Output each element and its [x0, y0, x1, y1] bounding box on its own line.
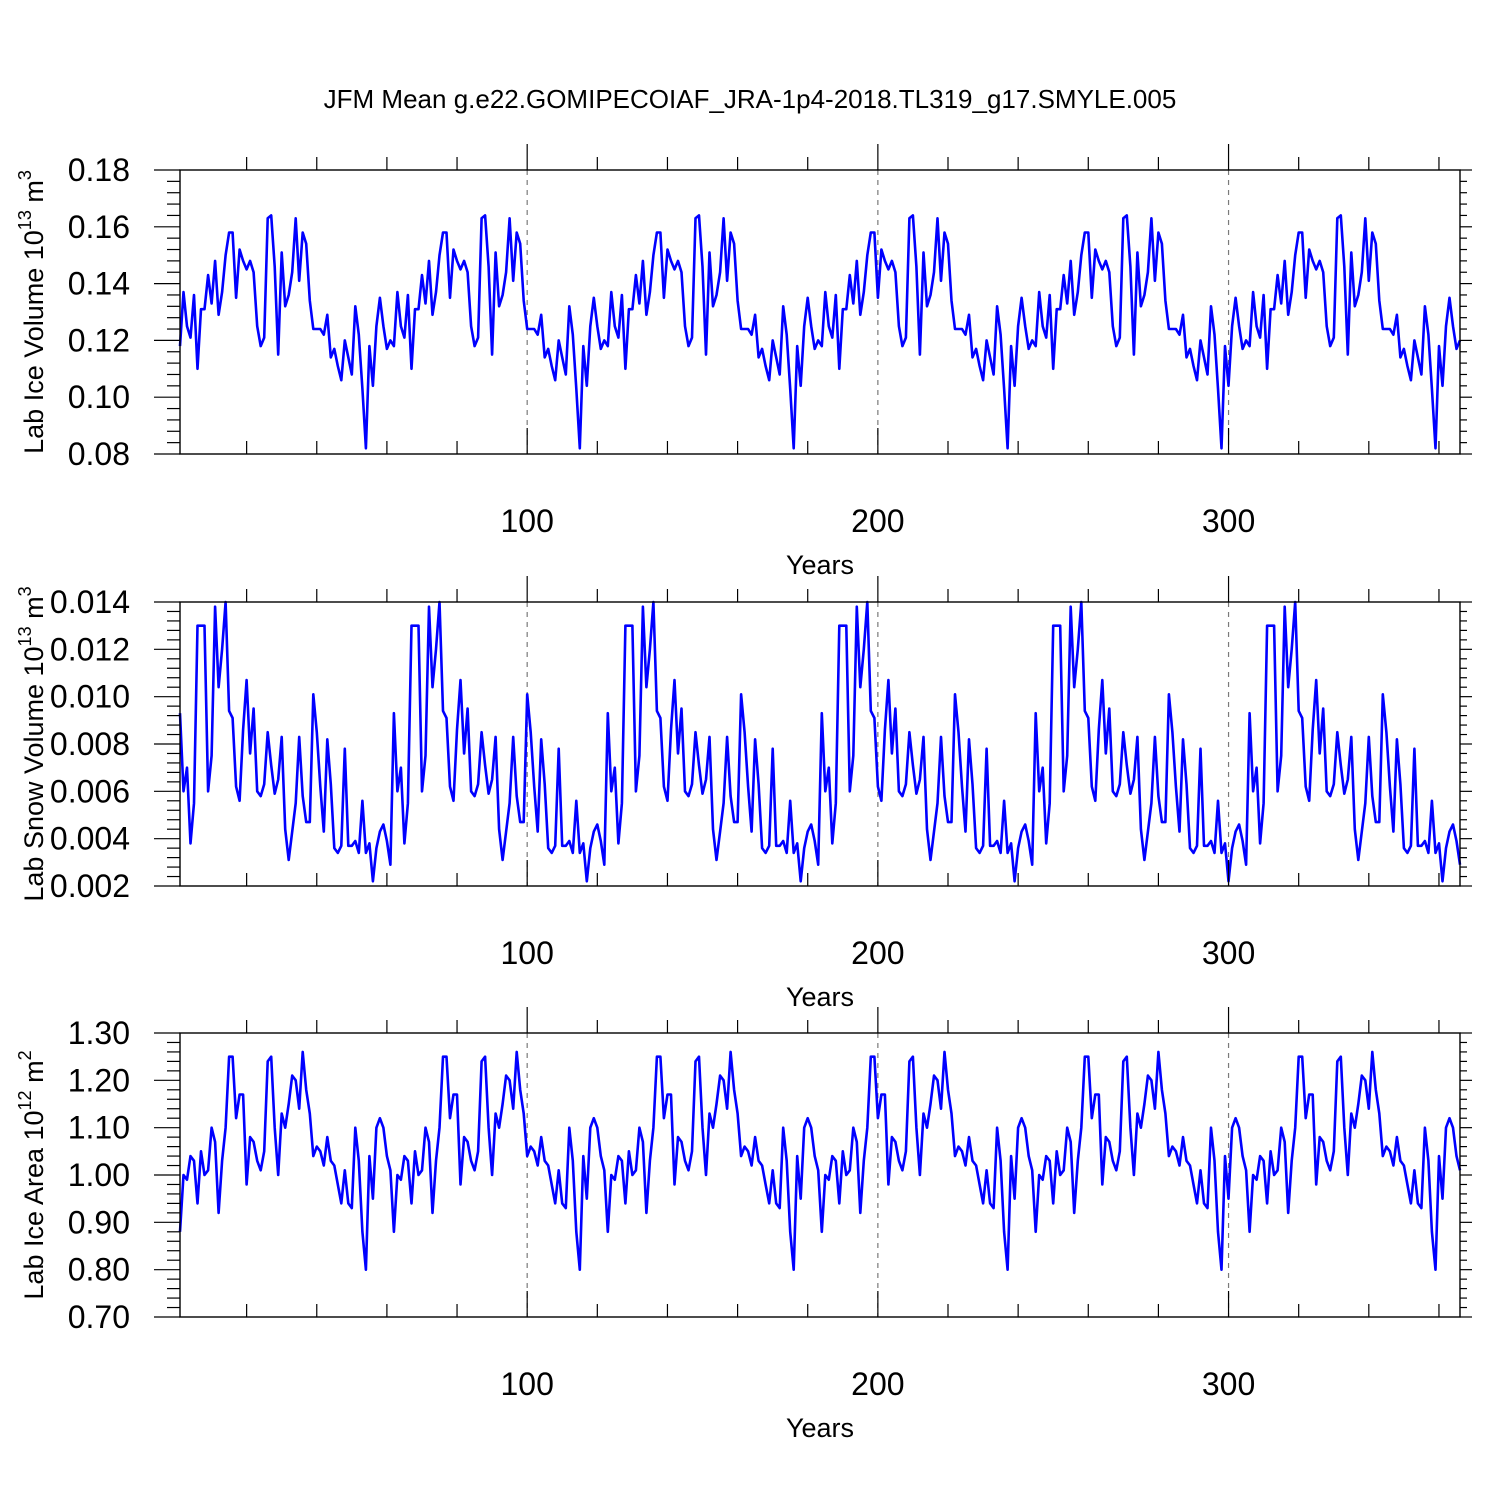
y-tick-label: 0.002 [50, 868, 130, 904]
y-tick-label: 1.20 [68, 1062, 130, 1098]
y-axis-label: Lab Snow Volume 1013 m3 [15, 586, 49, 901]
y-tick-label: 1.00 [68, 1157, 130, 1193]
y-tick-label: 0.014 [50, 584, 130, 620]
y-tick-label: 0.14 [68, 266, 130, 302]
x-tick-label: 100 [500, 935, 553, 971]
x-tick-label: 100 [500, 1366, 553, 1402]
chart-title: JFM Mean g.e22.GOMIPECOIAF_JRA-1p4-2018.… [324, 84, 1177, 114]
y-tick-label: 0.08 [68, 436, 130, 472]
y-axis-label: Lab Ice Volume 1013 m3 [15, 170, 49, 454]
y-axis-label-part: 3 [15, 170, 35, 180]
y-axis-label-part: m [19, 1060, 49, 1090]
y-axis-label-part: m [19, 596, 49, 626]
y-axis-label-part: 13 [15, 626, 35, 646]
x-tick-label: 200 [851, 503, 904, 539]
y-tick-label: 0.008 [50, 726, 130, 762]
x-axis-label: Years [786, 1413, 854, 1443]
x-tick-label: 100 [500, 503, 553, 539]
y-axis-label-part: 13 [15, 210, 35, 230]
y-axis-label-part: 2 [15, 1050, 35, 1060]
y-axis-label-part: Lab Ice Volume 10 [19, 230, 49, 454]
y-axis-label: Lab Ice Area 1012 m2 [15, 1050, 49, 1299]
x-tick-label: 300 [1202, 1366, 1255, 1402]
series-line-ice-volume [178, 214, 1462, 450]
y-tick-label: 0.16 [68, 209, 130, 245]
panels: 0.08 0.10 0.12 0.14 0.16 0.18 100 200 300 Years La… [15, 144, 1472, 1443]
y-tick-label: 1.30 [68, 1015, 130, 1051]
y-tick-label: 0.004 [50, 821, 130, 857]
y-tick-label: 0.006 [50, 773, 130, 809]
series-line-snow-volume [178, 600, 1462, 883]
panel-ice-area: 0.70 0.80 0.90 1.00 1.10 1.20 1.30 100 200 300 Yea… [15, 1007, 1472, 1443]
x-axis-label: Years [786, 550, 854, 580]
y-axis-label-part: Lab Snow Volume 10 [19, 646, 49, 901]
x-tick-label: 300 [1202, 935, 1255, 971]
y-tick-label: 0.012 [50, 631, 130, 667]
y-tick-label: 0.80 [68, 1252, 130, 1288]
x-tick-label: 200 [851, 1366, 904, 1402]
y-tick-label: 0.12 [68, 322, 130, 358]
y-tick-label: 0.70 [68, 1299, 130, 1335]
x-tick-label: 200 [851, 935, 904, 971]
y-axis-label-part: Lab Ice Area 10 [19, 1110, 49, 1299]
y-tick-label: 0.010 [50, 679, 130, 715]
panel-snow-volume: 0.002 0.004 0.006 0.008 0.010 0.012 0.014 100 20… [15, 576, 1472, 1012]
series-line-ice-area [178, 1050, 1462, 1271]
y-tick-label: 0.10 [68, 379, 130, 415]
y-tick-label: 0.90 [68, 1204, 130, 1240]
x-axis-label: Years [786, 982, 854, 1012]
plot-frame [179, 169, 1461, 455]
y-axis-label-part: m [19, 180, 49, 210]
x-tick-label: 300 [1202, 503, 1255, 539]
y-axis-label-part: 3 [15, 586, 35, 596]
y-tick-label: 1.10 [68, 1110, 130, 1146]
y-tick-label: 0.18 [68, 152, 130, 188]
y-axis-label-part: 12 [15, 1090, 35, 1110]
panel-ice-volume: 0.08 0.10 0.12 0.14 0.16 0.18 100 200 300 Years La… [15, 144, 1472, 580]
